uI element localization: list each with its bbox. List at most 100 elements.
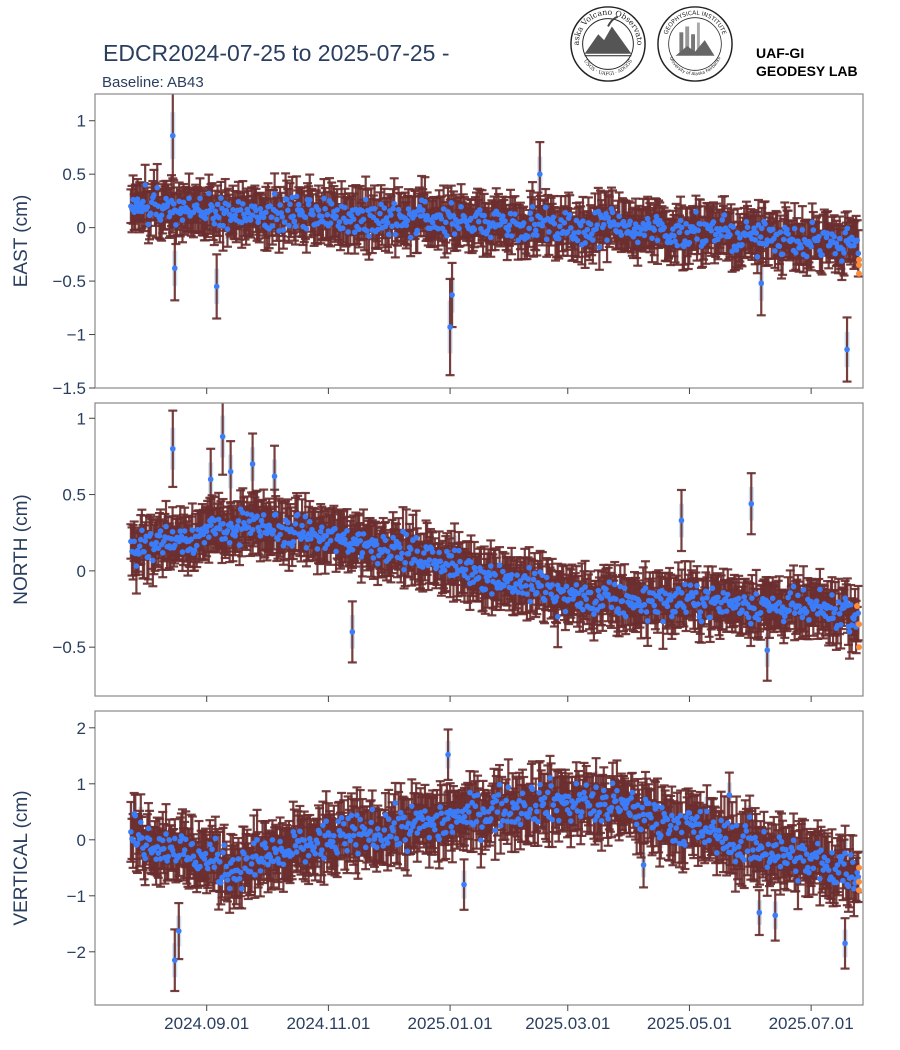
data-point [360, 216, 367, 223]
data-point [456, 225, 462, 232]
data-point [842, 229, 848, 236]
data-point [260, 214, 267, 221]
data-point [677, 217, 684, 224]
data-point [555, 235, 562, 242]
data-point [381, 205, 388, 211]
data-point [171, 265, 178, 272]
data-point [791, 225, 798, 232]
data-point [777, 229, 784, 235]
data-point [180, 199, 187, 206]
data-point [224, 226, 231, 232]
data-point [186, 195, 192, 202]
data-point [571, 230, 577, 236]
data-point [693, 209, 699, 215]
data-point [333, 213, 339, 220]
data-point [808, 243, 814, 250]
data-point [557, 223, 563, 230]
data-point [448, 200, 455, 206]
data-point [824, 230, 831, 237]
data-point [213, 283, 220, 290]
data-point [209, 203, 215, 210]
lab-name-line1: UAF-GI [756, 45, 805, 61]
data-point [220, 222, 226, 229]
data-point [245, 209, 252, 216]
data-point [703, 237, 709, 244]
data-point [212, 208, 219, 215]
y-tick-label: 0 [77, 219, 86, 238]
recent-point [856, 256, 863, 263]
data-point [345, 229, 351, 235]
data-point [776, 243, 783, 250]
panel-frame [94, 93, 864, 389]
data-point [292, 223, 299, 230]
data-point [206, 190, 212, 197]
data-point [157, 528, 164, 534]
data-point [819, 252, 825, 258]
data-point [539, 222, 546, 229]
data-point [762, 221, 768, 227]
data-point [289, 194, 295, 201]
data-point [150, 557, 156, 564]
data-point [841, 250, 847, 256]
data-point [391, 200, 398, 207]
data-point [336, 219, 343, 225]
data-point [201, 539, 208, 546]
data-point [584, 226, 591, 233]
data-point [283, 196, 290, 203]
data-point [342, 204, 348, 211]
data-point [484, 228, 491, 234]
data-point [616, 213, 622, 220]
y-axis-label: EAST (cm) [11, 195, 32, 288]
data-point [276, 228, 282, 234]
data-point [214, 201, 221, 208]
data-point [189, 527, 196, 533]
data-point [587, 221, 594, 228]
data-point [561, 219, 568, 226]
avo-logo: Alaska Volcano Observatory USGS · UAFGI … [569, 5, 646, 82]
data-point [253, 207, 259, 214]
data-point [255, 219, 261, 226]
data-point [737, 235, 743, 241]
data-point [389, 223, 395, 230]
data-point [230, 206, 236, 213]
data-point [290, 213, 297, 219]
data-point [163, 195, 169, 202]
data-point [798, 244, 805, 251]
data-point [240, 201, 246, 207]
data-point [730, 224, 737, 230]
data-point [475, 218, 482, 225]
data-point [451, 231, 458, 237]
data-point [287, 201, 293, 208]
data-point [667, 239, 674, 246]
data-point [203, 528, 210, 535]
data-point [500, 213, 506, 219]
data-point [695, 227, 701, 234]
data-point [718, 233, 724, 239]
data-point [844, 346, 850, 353]
data-point [136, 543, 143, 550]
data-point [551, 220, 558, 227]
data-point [476, 207, 483, 213]
data-point [374, 226, 381, 233]
data-point [268, 214, 275, 221]
data-point [672, 238, 678, 245]
data-point [131, 209, 137, 215]
data-point [362, 196, 369, 203]
data-point [366, 233, 372, 239]
data-point [271, 191, 278, 197]
data-point [321, 195, 327, 202]
data-point [719, 217, 726, 223]
data-point [291, 218, 298, 225]
data-point [605, 214, 611, 221]
data-point [139, 527, 145, 534]
data-point [202, 215, 209, 222]
data-point [151, 192, 157, 198]
data-point [640, 220, 647, 227]
data-point [744, 224, 751, 231]
data-point [166, 213, 173, 220]
data-point [281, 219, 288, 225]
data-point [218, 195, 224, 201]
data-point [263, 209, 269, 216]
